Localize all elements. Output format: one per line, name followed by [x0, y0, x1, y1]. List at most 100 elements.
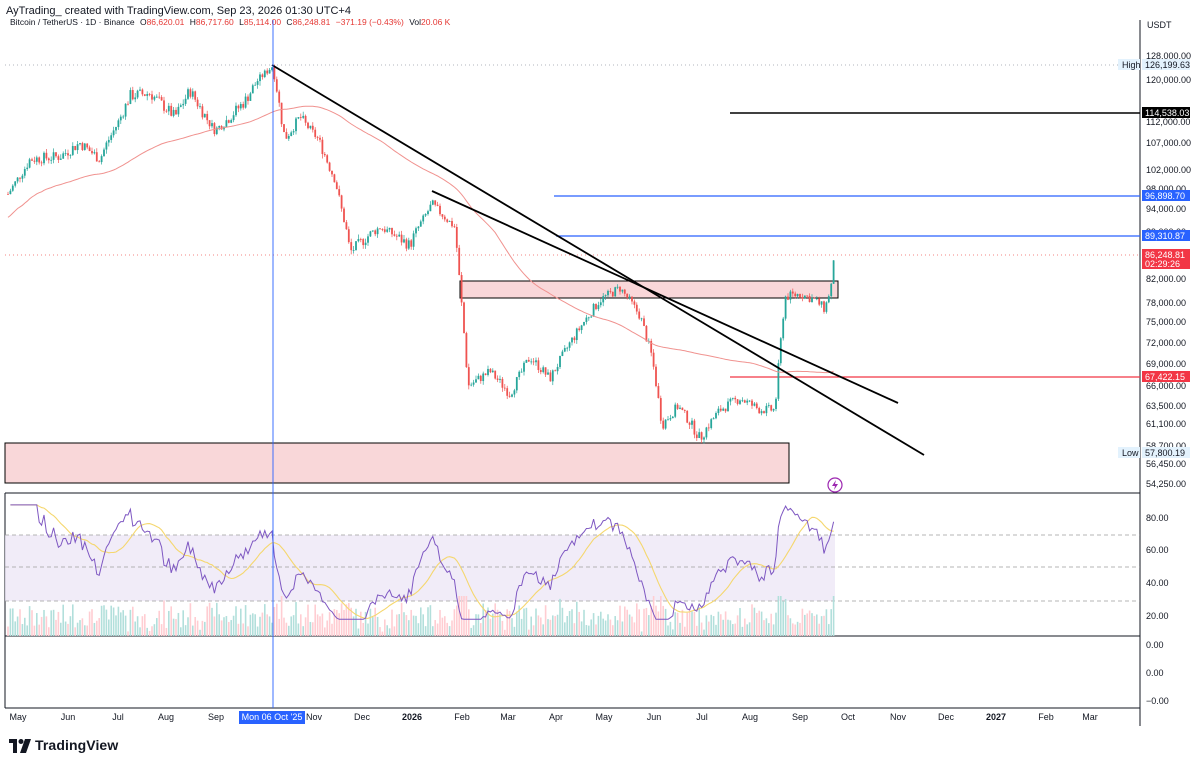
- volume-bar: [787, 615, 789, 636]
- time-axis-labels: May Jun Jul Aug Sep Oct Nov Dec 2026 Feb Mar Apr May…: [9, 711, 1098, 724]
- volume-bar: [76, 622, 79, 636]
- volume-bar: [612, 625, 614, 636]
- candle-body: [710, 419, 713, 429]
- time-tick-label: Jun: [647, 712, 662, 722]
- volume-bar: [355, 608, 357, 636]
- author-line: AyTrading_ created with TradingView.com,…: [6, 5, 351, 17]
- candle-body: [707, 427, 710, 429]
- volume-bar: [242, 623, 244, 636]
- volume-bar: [364, 611, 367, 636]
- volume-bar: [285, 622, 288, 636]
- price-tick-label: 63,500.00: [1146, 401, 1186, 411]
- candle-body: [448, 220, 451, 222]
- volume-bar: [679, 622, 681, 636]
- volume-bar: [24, 617, 26, 636]
- candle-body: [571, 337, 573, 343]
- candle-body: [451, 220, 453, 227]
- price-axis-tags: 126,199.63 High 114,538.03 96,898.70 89,310.…: [1118, 59, 1190, 458]
- candle-body: [518, 371, 521, 378]
- candle-body: [491, 370, 494, 373]
- volume-bar: [19, 609, 21, 636]
- candle-body: [182, 103, 185, 106]
- candle-body: [374, 230, 377, 235]
- candle-body: [811, 297, 813, 303]
- price-tag-low-label-bg: [1118, 447, 1140, 458]
- trendline-secondary[interactable]: [431, 190, 899, 404]
- candle-body: [165, 110, 168, 112]
- trendline-primary[interactable]: [271, 64, 925, 456]
- candle-body: [657, 386, 660, 399]
- candle-body: [148, 94, 151, 95]
- volume-bar: [396, 614, 398, 636]
- candle-body: [88, 147, 91, 152]
- volume-bar: [398, 614, 400, 636]
- candle-body: [439, 205, 441, 215]
- candle-body: [777, 363, 780, 399]
- volume-bar: [127, 631, 129, 636]
- volume-bar: [626, 609, 628, 636]
- candle-body: [146, 94, 149, 96]
- candle-body: [227, 120, 230, 123]
- candle-body: [383, 229, 386, 232]
- candle-body: [412, 233, 415, 247]
- volume-bar: [376, 616, 379, 636]
- price-tag-blue-value: 96,898.70: [1145, 191, 1185, 201]
- symbol-title[interactable]: Bitcoin / TetherUS · 1D · Binance: [10, 17, 135, 27]
- volume-bar: [720, 614, 722, 636]
- candle-body: [760, 411, 763, 414]
- candle-body: [609, 290, 612, 292]
- lightning-icon[interactable]: [827, 477, 843, 493]
- candle-body: [71, 146, 74, 155]
- volume-label: Vol: [409, 17, 422, 27]
- candle-body: [333, 174, 336, 183]
- support-zone[interactable]: [4, 442, 790, 484]
- candle-body: [218, 125, 221, 128]
- volume-bar: [477, 614, 480, 636]
- candle-body: [547, 372, 549, 375]
- candle-body: [419, 221, 422, 227]
- candle-body: [573, 337, 576, 341]
- volume-bar: [506, 609, 508, 636]
- volume-bar: [722, 619, 724, 636]
- volume-bar: [516, 611, 518, 636]
- volume-bar: [828, 624, 830, 636]
- volume-bar: [717, 611, 720, 636]
- tradingview-brand[interactable]: TradingView: [9, 737, 118, 754]
- volume-bar: [549, 619, 552, 636]
- volume-bar: [453, 609, 456, 636]
- volume-bar: [772, 624, 775, 636]
- volume-bar: [362, 622, 364, 636]
- volume-bar: [122, 610, 124, 636]
- price-tick-label: 82,000.00: [1146, 274, 1186, 284]
- volume-bar: [211, 607, 213, 636]
- volume-bar: [751, 604, 753, 636]
- volume-bar: [321, 613, 324, 636]
- candle-body: [583, 321, 585, 326]
- volume-bar: [756, 612, 758, 636]
- candle-body: [429, 204, 432, 212]
- volume-bar: [520, 618, 523, 636]
- candle-body: [131, 90, 134, 100]
- volume-bar: [324, 627, 326, 636]
- candle-body: [235, 105, 237, 116]
- volume-bar: [830, 609, 832, 636]
- volume-bar: [636, 603, 638, 636]
- volume-bar: [218, 614, 220, 636]
- volume-bar: [189, 603, 192, 636]
- volume-bar: [28, 606, 31, 636]
- price-tick-label: 69,000.00: [1146, 359, 1186, 369]
- volume-bar: [283, 617, 285, 636]
- candle-body: [83, 143, 86, 150]
- volume-bar: [511, 618, 513, 636]
- volume-bar: [415, 615, 417, 636]
- volume-bar: [388, 628, 391, 636]
- candle-body: [535, 360, 537, 363]
- chart-canvas[interactable]: 128,000.00 120,000.00 112,000.00 107,000.00…: [0, 0, 1200, 726]
- candle-body: [734, 397, 737, 400]
- high-value: 86,717.60: [195, 17, 234, 27]
- volume-bar: [789, 618, 792, 636]
- volume-bar: [662, 605, 664, 636]
- candle-body: [633, 301, 636, 305]
- candle-body: [715, 413, 717, 419]
- volume-bar: [254, 614, 256, 636]
